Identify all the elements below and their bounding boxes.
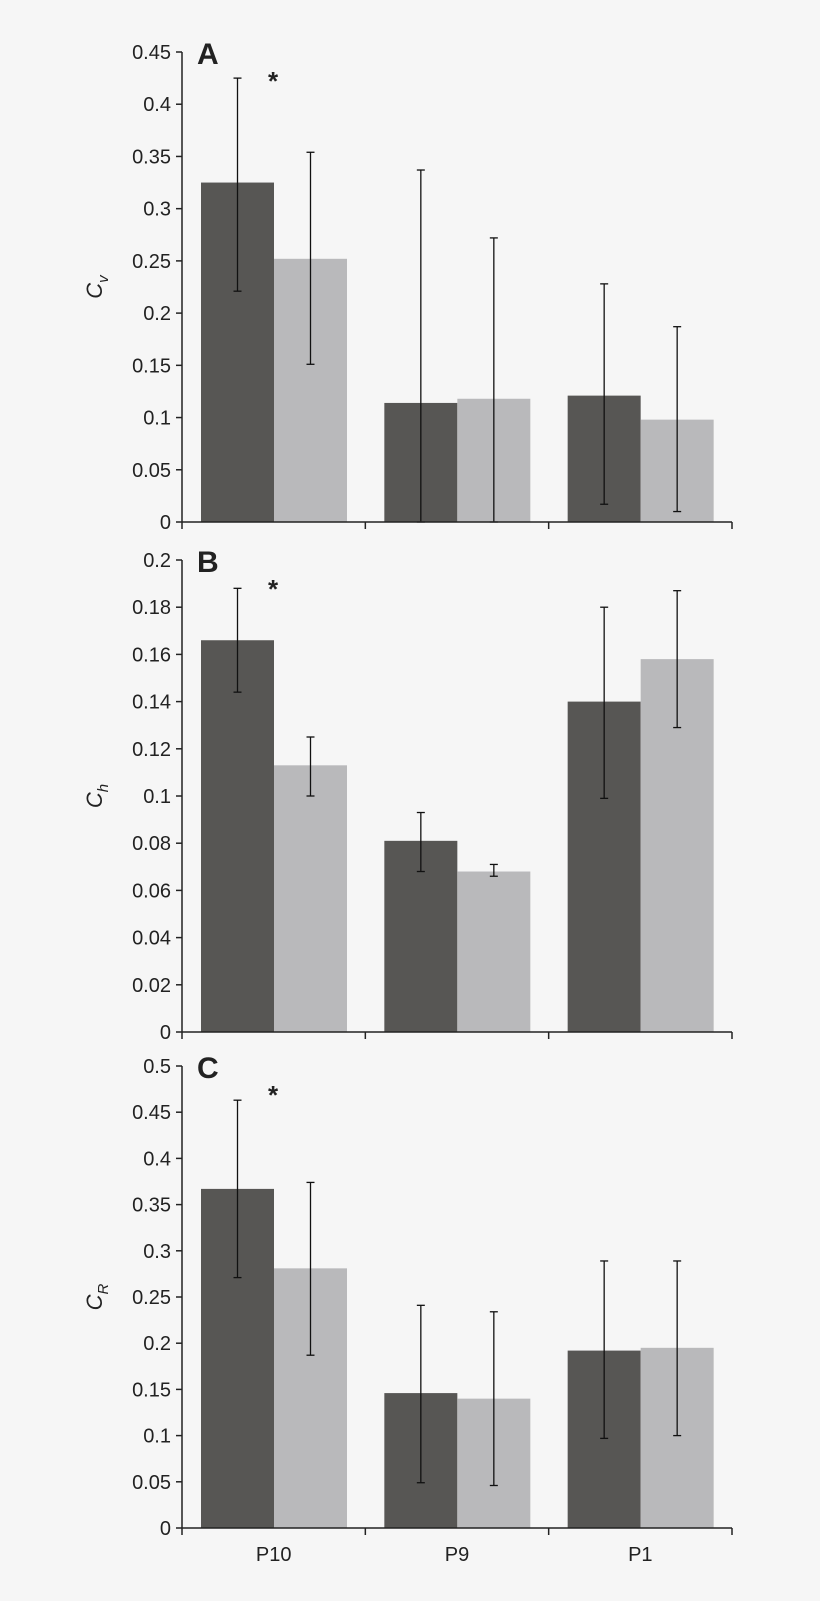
y-tick-label: 0.35 [132,146,171,168]
y-axis-label: CR [82,1283,112,1310]
y-axis-label-subscript: h [95,784,112,792]
y-tick-label: 0.15 [132,355,171,377]
y-axis-label-main: C [82,1294,107,1310]
y-tick-label: 0 [160,1518,171,1540]
significance-marker: * [268,574,279,604]
y-tick-label: 0.04 [132,928,171,950]
y-tick-label: 0.15 [132,1379,171,1401]
y-tick-label: 0.2 [143,303,171,325]
panel-c: 0 0.05 0.1 0.15 0.2 0.25 0.3 0.35 0.4 0.45 0.5 P10 P… [82,1052,733,1566]
bar-p9-series-1 [384,840,458,1032]
y-tick-label: 0.45 [132,1102,171,1124]
y-tick-label: 0.25 [132,251,171,273]
y-tick-label: 0 [160,1022,171,1044]
y-tick-label: 0.3 [143,1241,171,1263]
significance-marker: * [268,1080,279,1110]
y-tick-label: 0.5 [143,1056,171,1078]
bar-p10-series-2 [274,765,347,1032]
y-tick-label: 0.06 [132,880,171,902]
y-tick-label: 0.08 [132,833,171,855]
x-tick-label-p1: P1 [628,1544,652,1566]
y-tick-label: 0.14 [132,692,171,714]
y-tick-label: 0.1 [143,786,171,808]
x-tick-label-p10: P10 [256,1544,292,1566]
y-tick-label: 0.2 [143,1333,171,1355]
y-tick-label: 0.4 [143,1148,171,1170]
y-tick-label: 0.2 [143,550,171,572]
y-tick-label: 0.18 [132,597,171,619]
y-tick-label: 0 [160,512,171,534]
x-tick-label-p9: P9 [445,1544,469,1566]
y-tick-label: 0.16 [132,644,171,666]
panel-b: 0 0.02 0.04 0.06 0.08 0.1 0.12 0.14 0.16 0.18 0.2 B… [82,546,733,1044]
y-tick-label: 0.1 [143,408,171,430]
y-tick-label: 0.45 [132,42,171,64]
panel-letter: B [197,546,219,579]
y-tick-label: 0.35 [132,1195,171,1217]
panel-a: 0 0.05 0.1 0.15 0.2 0.25 0.3 0.35 0.4 0.45 A * Cv [82,38,733,534]
y-tick-label: 0.4 [143,94,171,116]
y-tick-label: 0.05 [132,460,171,482]
y-tick-label: 0.25 [132,1287,171,1309]
bar-p9-series-2 [457,871,531,1032]
y-axis-label-main: C [82,283,107,299]
y-tick-label: 0.12 [132,739,171,761]
y-tick-label: 0.1 [143,1426,171,1448]
y-tick-label: 0.02 [132,975,171,997]
y-axis-label: Ch [82,784,112,808]
y-tick-label: 0.3 [143,199,171,221]
panel-letter: C [197,1052,219,1085]
significance-marker: * [268,66,279,96]
y-tick-label: 0.05 [132,1472,171,1494]
panel-letter: A [197,38,219,71]
y-axis-label-subscript: R [95,1283,112,1294]
y-axis-label-main: C [82,792,107,808]
y-axis-label-subscript: v [95,274,112,283]
bar-p10-series-1 [201,640,274,1032]
y-axis-label: Cv [82,274,112,299]
